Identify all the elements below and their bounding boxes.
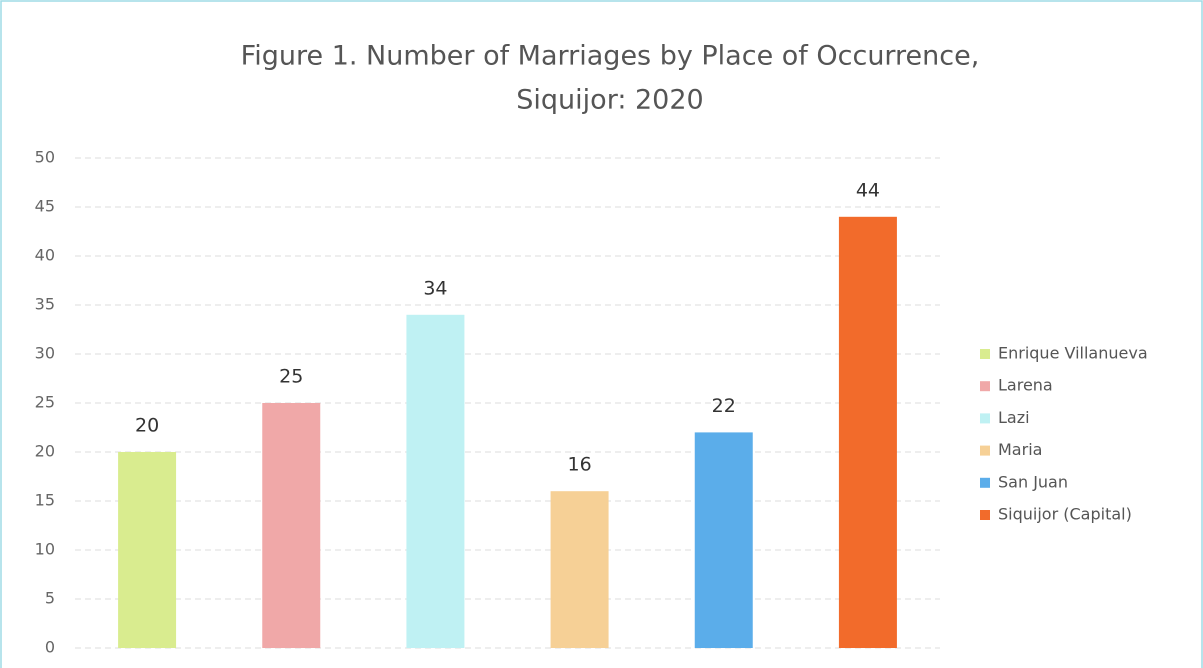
y-tick-label: 10 (35, 540, 55, 559)
bar (406, 314, 465, 648)
y-tick-label: 25 (35, 393, 55, 412)
data-label: 44 (856, 179, 880, 201)
y-tick-label: 50 (35, 148, 55, 167)
chart-title: Figure 1. Number of Marriages by Place o… (241, 41, 980, 72)
bar (694, 432, 753, 648)
data-label: 16 (567, 454, 591, 476)
y-tick-label: 15 (35, 491, 55, 510)
legend-label: Siquijor (Capital) (998, 505, 1132, 524)
data-label: 20 (135, 415, 159, 437)
legend-label: Larena (998, 376, 1053, 395)
y-tick-label: 20 (35, 442, 55, 461)
bar (118, 452, 177, 648)
legend-swatch (980, 477, 990, 488)
legend-label: San Juan (998, 472, 1068, 491)
y-tick-label: 45 (35, 197, 55, 216)
legend-swatch (980, 510, 990, 520)
y-tick-label: 40 (35, 246, 55, 265)
chart-title: Siquijor: 2020 (516, 85, 703, 116)
bar (550, 491, 609, 648)
y-tick-label: 35 (35, 295, 55, 314)
data-label: 34 (423, 277, 447, 299)
legend-label: Enrique Villanueva (998, 344, 1148, 363)
legend-label: Lazi (998, 408, 1030, 427)
legend-label: Maria (998, 440, 1042, 459)
data-label: 22 (712, 395, 736, 417)
bar (262, 403, 321, 648)
legend-swatch (980, 381, 990, 392)
bar (838, 216, 897, 649)
y-tick-label: 5 (45, 589, 55, 608)
legend-swatch (980, 349, 990, 359)
legend-swatch (980, 413, 990, 424)
y-tick-label: 30 (35, 344, 55, 363)
legend-swatch (980, 445, 990, 456)
data-label: 25 (279, 366, 303, 388)
y-tick-label: 0 (45, 638, 55, 657)
